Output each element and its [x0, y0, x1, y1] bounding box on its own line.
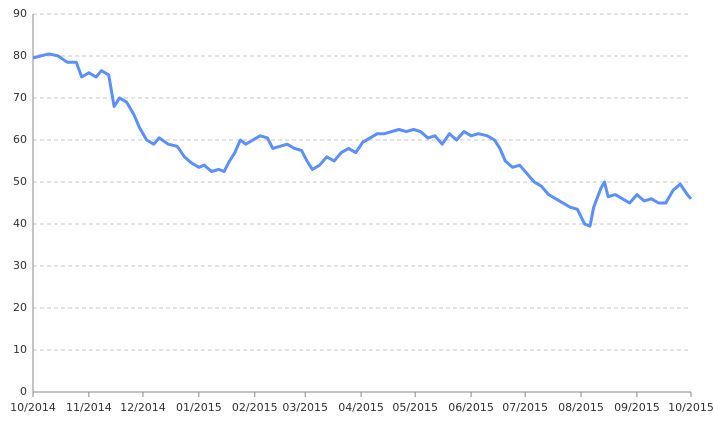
y-tick-label: 50 — [13, 175, 27, 188]
x-tick-label: 10/2015 — [668, 401, 713, 414]
x-tick-label: 04/2015 — [338, 401, 384, 414]
y-tick-label: 60 — [13, 133, 27, 146]
x-tick-label: 08/2015 — [558, 401, 604, 414]
x-tick-label: 05/2015 — [392, 401, 438, 414]
x-tick-label: 01/2015 — [176, 401, 222, 414]
y-tick-label: 20 — [13, 301, 27, 314]
y-tick-label: 40 — [13, 217, 27, 230]
y-tick-label: 0 — [20, 385, 27, 398]
x-tick-label: 10/2014 — [10, 401, 56, 414]
x-tick-label: 03/2015 — [282, 401, 328, 414]
x-tick-label: 02/2015 — [232, 401, 278, 414]
y-tick-label: 80 — [13, 49, 27, 62]
x-tick-label: 07/2015 — [502, 401, 548, 414]
x-tick-label: 09/2015 — [614, 401, 660, 414]
y-tick-label: 10 — [13, 343, 27, 356]
x-tick-label: 11/2014 — [66, 401, 112, 414]
series-line — [32, 52, 693, 228]
y-tick-label: 30 — [13, 259, 27, 272]
x-tick-label: 06/2015 — [448, 401, 494, 414]
y-tick-label: 70 — [13, 91, 27, 104]
x-tick-label: 12/2014 — [120, 401, 166, 414]
y-tick-label: 90 — [13, 7, 27, 20]
